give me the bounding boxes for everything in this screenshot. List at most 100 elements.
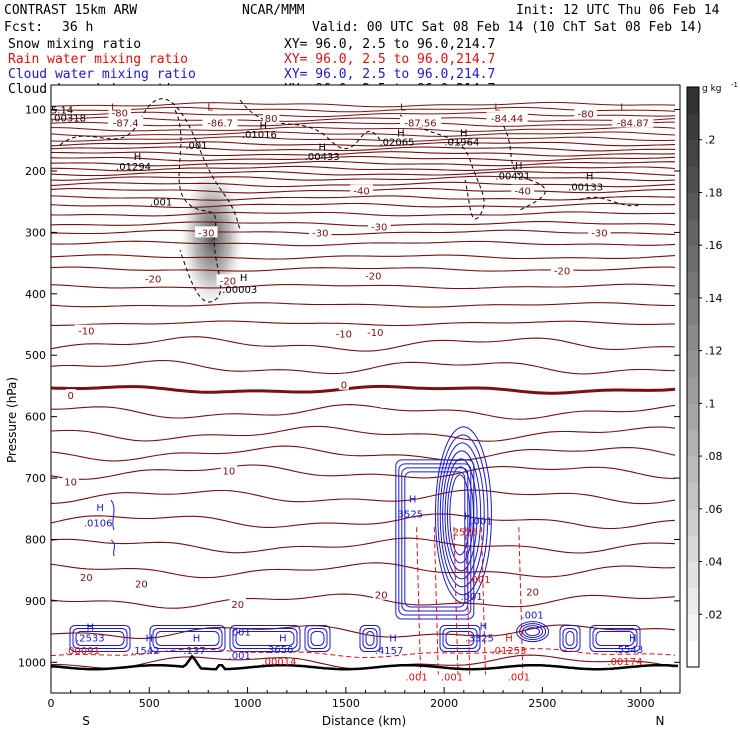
isotherm-line	[51, 151, 676, 157]
colorbar-unit: g kg	[702, 84, 722, 94]
extremum-label: L	[111, 102, 117, 113]
isotherm-line	[51, 254, 676, 260]
isotherm-label-bg	[574, 107, 597, 119]
isotherm-label: -10	[78, 327, 94, 338]
extremum-label: .3325	[465, 634, 494, 645]
extremum-label: .5543	[615, 645, 644, 656]
isotherm-label: -30	[198, 228, 214, 239]
extremum-label: H	[515, 161, 523, 172]
colorbar-segment	[687, 482, 699, 510]
rain-contour	[518, 527, 524, 675]
cloud-water-contour	[232, 627, 298, 649]
x-tick-label: 1500	[332, 697, 360, 710]
extremum-label: .137	[183, 646, 205, 657]
rain-contour	[416, 527, 422, 675]
isotherm-line	[51, 283, 676, 290]
extremum-label: .00003	[222, 285, 257, 296]
extremum-label: .001	[470, 516, 492, 527]
x-tick-label: 1000	[234, 697, 262, 710]
extremum-label: .01964	[444, 138, 479, 149]
extremum-label: .1542	[131, 646, 160, 657]
extremum-label: .00433	[305, 152, 340, 163]
isotherm-label: -87.56	[404, 118, 436, 129]
isotherm-line	[51, 221, 676, 227]
isotherm-label-bg	[308, 226, 332, 238]
extremum-label: H	[464, 512, 472, 523]
extremum-label: H	[240, 273, 248, 284]
colorbar-segment	[687, 456, 699, 483]
extremum-label: .001	[185, 141, 207, 152]
isotherm-line	[51, 240, 676, 247]
extremum-label: .00421	[495, 171, 530, 182]
y-tick-label: 300	[25, 226, 46, 239]
colorbar-segment	[687, 614, 699, 642]
y-tick-label: 200	[25, 165, 46, 178]
extremum-label: H	[146, 634, 154, 645]
colorbar-segment	[687, 640, 699, 668]
extremum-label: H	[87, 623, 95, 634]
isotherm-label-bg	[362, 269, 385, 281]
isotherm-line	[51, 101, 676, 108]
extremum-label: .001	[405, 672, 427, 683]
isotherm-line	[51, 445, 676, 462]
extremum-label: .001	[150, 198, 172, 209]
valid-time: Valid: 00 UTC Sat 08 Feb 14 (10 ChT Sat …	[312, 20, 703, 35]
cloud-water-contour	[522, 625, 544, 639]
y-tick-label: 100	[25, 104, 46, 117]
extremum-label: H	[193, 634, 201, 645]
field-xy-3: XY= 96.0, 2.5 to 96.0,214.7	[284, 67, 495, 82]
isotherm-label-bg	[486, 112, 528, 124]
colorbar-tick-label: .12	[705, 345, 723, 358]
field-xy-2: XY= 96.0, 2.5 to 96.0,214.7	[284, 52, 495, 67]
center-label: NCAR/MMM	[242, 3, 305, 18]
cloud-water-contour	[595, 630, 635, 646]
isotherm-label-bg	[194, 226, 218, 238]
cloud-water-contour	[69, 624, 131, 652]
extremum-label: H	[389, 634, 397, 645]
isotherm-label-bg	[65, 389, 76, 401]
colorbar-segment	[687, 508, 699, 536]
field-name-3: Cloud water mixing ratio	[8, 67, 196, 82]
south-label: S	[82, 714, 90, 728]
isotherm-label: -20	[145, 274, 161, 285]
cloud-water-contour	[442, 627, 478, 649]
cloud-water-contour	[444, 458, 478, 572]
isotherm-label-bg	[367, 220, 391, 232]
ice-contour	[399, 114, 485, 220]
x-tick-label: 2000	[430, 697, 458, 710]
colorbar-tick-label: .18	[705, 186, 723, 199]
extremum-label: .01294	[116, 162, 151, 173]
cloud-water-contour	[437, 434, 489, 596]
colorbar-segment	[687, 271, 699, 299]
isotherm-line	[51, 111, 676, 118]
colorbar-unit-exponent: -1	[731, 81, 738, 89]
forecast-hour: 36 h	[62, 20, 93, 35]
isotherm-label-bg	[338, 378, 349, 390]
y-tick-label: 900	[25, 595, 46, 608]
colorbar-tick-label: .14	[705, 292, 723, 305]
isotherm-label-bg	[588, 226, 611, 238]
isotherm-line	[51, 195, 676, 201]
extremum-label: .001	[229, 628, 251, 639]
extremum-label: H	[397, 128, 405, 139]
isotherm-line	[51, 537, 676, 554]
cloud-water-contour	[235, 630, 295, 646]
terrain-line	[51, 654, 679, 671]
isotherm-label-bg	[141, 272, 165, 284]
ice-contour	[239, 99, 381, 149]
isotherm-label: 20	[80, 573, 93, 584]
colorbar-segment	[687, 535, 699, 563]
field-name-1: Snow mixing ratio	[8, 37, 141, 52]
model-title: CONTRAST 15km ARW	[4, 3, 137, 18]
extremum-label: .001	[521, 610, 543, 621]
cloud-water-contour	[310, 630, 325, 646]
isotherm-line	[51, 160, 676, 167]
colorbar-segment	[687, 429, 699, 457]
plot-area: -80 -80 80 -87.4 -86.7 -87.56 -84.44 -84.87 -40 -…	[50, 84, 681, 694]
isotherm-label-bg	[108, 116, 144, 128]
x-tick-label: 500	[139, 697, 160, 710]
colorbar-segment	[687, 166, 699, 193]
cloud-water-contour	[439, 442, 485, 588]
cloud-water-contour	[398, 463, 472, 616]
